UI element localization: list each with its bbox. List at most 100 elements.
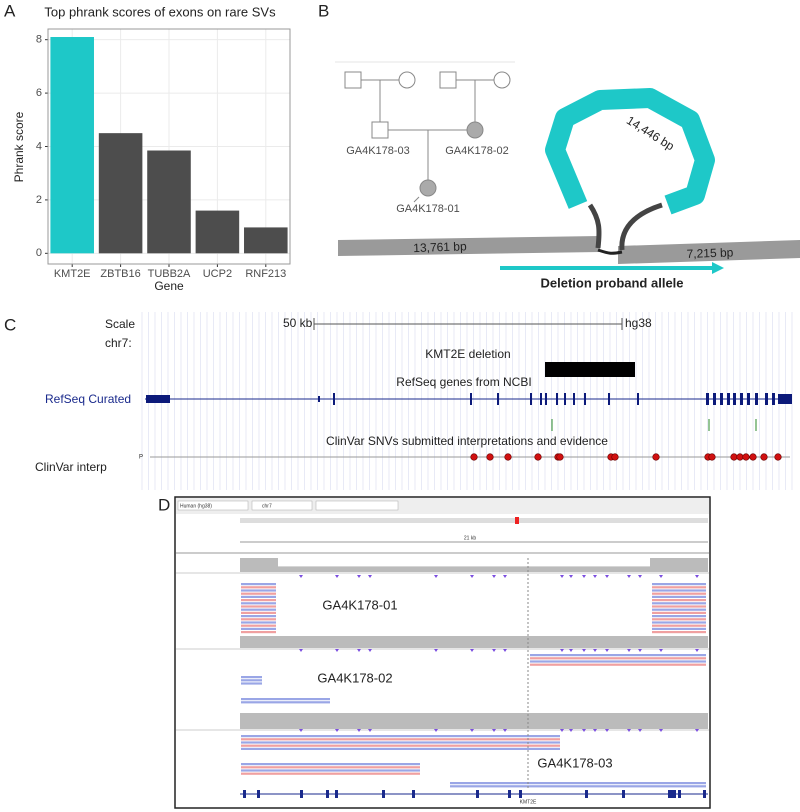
read	[241, 766, 420, 769]
insertion-marker	[470, 729, 474, 732]
exon	[637, 393, 639, 405]
variant	[611, 453, 619, 461]
bar	[244, 227, 288, 254]
exon	[326, 790, 329, 798]
exon	[622, 790, 625, 798]
variant	[504, 453, 512, 461]
read	[652, 618, 706, 621]
read	[241, 738, 560, 741]
exon	[564, 393, 566, 405]
exon	[556, 393, 558, 405]
read	[652, 595, 706, 598]
chart-title: Top phrank scores of exons on rare SVs	[44, 4, 276, 19]
pedigree	[335, 61, 515, 203]
read	[530, 657, 706, 660]
track-title: ClinVar SNVs submitted interpretations a…	[326, 434, 608, 448]
arrowhead	[712, 262, 724, 274]
read	[652, 631, 706, 634]
inserted-loop	[545, 88, 715, 215]
y-tick-label: 8	[36, 34, 42, 46]
track-title: KMT2E deletion	[425, 347, 510, 361]
read	[241, 589, 276, 592]
variant	[486, 453, 494, 461]
exon	[519, 790, 522, 798]
allele-caption: Deletion proband allele	[540, 275, 683, 290]
exon	[333, 393, 335, 405]
read	[652, 586, 706, 589]
variant	[742, 453, 750, 461]
assembly: hg38	[625, 316, 652, 330]
insertion-marker	[582, 649, 586, 652]
variant	[736, 453, 744, 461]
row-label: P	[139, 455, 143, 461]
sample-label: GA4K178-03	[537, 755, 612, 770]
track-label: Scale	[105, 317, 135, 331]
read	[241, 615, 276, 618]
female	[398, 71, 416, 89]
exon	[257, 790, 260, 798]
insertion-marker	[434, 729, 438, 732]
y-axis-label: Phrank score	[12, 111, 26, 182]
exon	[573, 393, 575, 405]
insertion-marker	[659, 729, 663, 732]
insertion-marker	[569, 575, 573, 578]
male	[344, 71, 362, 89]
genome: Human (hg38)	[180, 503, 212, 509]
insertion-marker	[695, 575, 699, 578]
read	[652, 605, 706, 608]
bar	[50, 37, 94, 254]
exon	[545, 393, 547, 405]
insertion-marker	[368, 649, 372, 652]
insertion-marker	[569, 729, 573, 732]
read	[652, 583, 706, 586]
browser-grid	[141, 312, 793, 490]
insertion-marker	[638, 649, 642, 652]
chromosome: chr7	[262, 503, 272, 509]
x-tick-label: KMT2E	[54, 268, 91, 280]
segment-label: 7,215 bp	[686, 245, 733, 261]
ideogram-marker	[515, 517, 519, 524]
ideogram	[240, 518, 708, 523]
insertion-marker	[299, 729, 303, 732]
insertion-marker	[560, 575, 564, 578]
insertion-marker	[593, 649, 597, 652]
read	[652, 592, 706, 595]
variant	[730, 453, 738, 461]
insertion-marker	[605, 729, 609, 732]
exon	[747, 393, 750, 405]
insertion-marker	[299, 575, 303, 578]
exon	[497, 393, 499, 405]
track-title: RefSeq genes from NCBI	[396, 375, 531, 389]
exon	[733, 393, 736, 405]
panel-label: B	[318, 1, 329, 20]
bar	[147, 150, 191, 254]
x-tick-label: RNF213	[245, 268, 286, 280]
insertion-marker	[470, 575, 474, 578]
gene-model	[146, 393, 792, 431]
exon	[382, 790, 385, 798]
chrom-box	[251, 500, 313, 511]
insertion-marker	[368, 729, 372, 732]
insertion-marker	[492, 729, 496, 732]
junction	[587, 203, 602, 249]
proband	[419, 179, 437, 197]
variant	[760, 453, 768, 461]
insertion-marker	[569, 649, 573, 652]
exon	[243, 790, 246, 798]
gene-label: KMT2E	[520, 799, 537, 805]
exon	[318, 396, 320, 402]
read	[241, 586, 276, 589]
insertion-marker	[335, 729, 339, 732]
female	[493, 71, 511, 89]
junction	[619, 202, 663, 251]
exon	[755, 393, 758, 405]
coverage	[240, 713, 708, 729]
insertion-marker	[659, 649, 663, 652]
insertion-marker	[357, 649, 361, 652]
bar	[195, 210, 240, 254]
read	[241, 772, 420, 775]
span: 21 kb	[464, 535, 476, 541]
read	[241, 698, 330, 701]
read	[241, 744, 560, 747]
